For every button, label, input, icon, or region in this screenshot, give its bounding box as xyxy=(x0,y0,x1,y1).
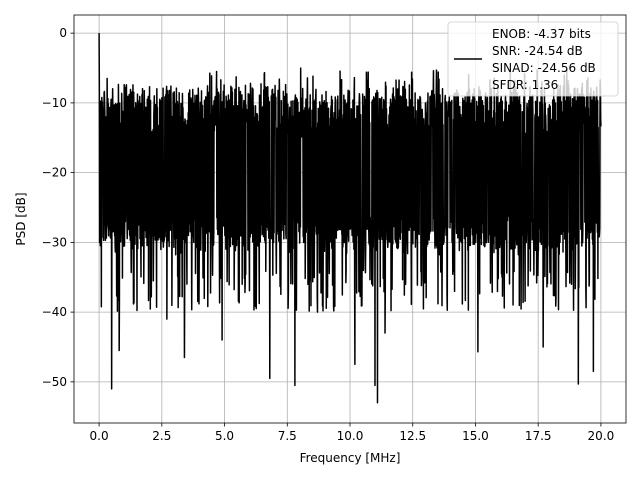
ticks: 0.0 2.5 5.0 7.5 10.0 12.5 15.0 17.5 20.0 0 −10 −20 −… xyxy=(42,26,615,443)
x-tick-label: 0.0 xyxy=(90,429,109,443)
x-tick-label: 20.0 xyxy=(588,429,615,443)
y-tick-label: −10 xyxy=(42,96,67,110)
x-tick-label: 17.5 xyxy=(525,429,552,443)
legend-sinad: SINAD: -24.56 dB xyxy=(492,61,596,75)
x-tick-label: 15.0 xyxy=(462,429,489,443)
legend-snr: SNR: -24.54 dB xyxy=(492,44,583,58)
y-tick-label: −40 xyxy=(42,305,67,319)
legend: ENOB: -4.37 bits SNR: -24.54 dB SINAD: -… xyxy=(447,21,619,97)
y-tick-label: −50 xyxy=(42,375,67,389)
y-axis-label: PSD [dB] xyxy=(14,192,28,245)
y-tick-label: −30 xyxy=(42,235,67,249)
x-tick-label: 2.5 xyxy=(152,429,171,443)
legend-enob: ENOB: -4.37 bits xyxy=(492,27,591,41)
y-tick-label: 0 xyxy=(59,26,67,40)
x-tick-label: 5.0 xyxy=(215,429,234,443)
x-tick-label: 10.0 xyxy=(337,429,364,443)
x-axis-label: Frequency [MHz] xyxy=(300,451,401,465)
x-tick-label: 12.5 xyxy=(399,429,426,443)
legend-sfdr: SFDR: 1.36 xyxy=(492,78,558,92)
y-tick-label: −20 xyxy=(42,166,67,180)
x-tick-label: 7.5 xyxy=(278,429,297,443)
psd-line xyxy=(98,33,602,404)
legend-box xyxy=(447,21,619,97)
